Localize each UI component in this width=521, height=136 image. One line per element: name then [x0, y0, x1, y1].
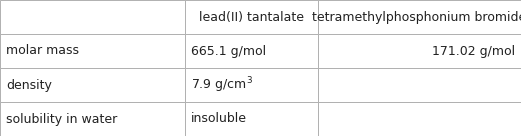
Bar — [185, 34, 318, 68]
Bar — [0, 102, 185, 136]
Text: density: density — [6, 78, 52, 92]
Bar — [185, 68, 318, 102]
Text: molar mass: molar mass — [6, 44, 79, 58]
Bar — [318, 102, 521, 136]
Text: insoluble: insoluble — [191, 112, 247, 126]
Text: solubility in water: solubility in water — [6, 112, 118, 126]
Text: 7.9 g/cm$^3$: 7.9 g/cm$^3$ — [191, 75, 253, 95]
Bar — [318, 34, 521, 68]
Text: lead(II) tantalate: lead(II) tantalate — [199, 10, 304, 24]
Bar — [185, 102, 318, 136]
Bar — [0, 34, 185, 68]
Text: tetramethylphosphonium bromide: tetramethylphosphonium bromide — [312, 10, 521, 24]
Bar — [0, 68, 185, 102]
Bar — [318, 0, 521, 34]
Bar — [0, 0, 185, 34]
Text: 665.1 g/mol: 665.1 g/mol — [191, 44, 266, 58]
Text: 171.02 g/mol: 171.02 g/mol — [431, 44, 515, 58]
Bar — [185, 0, 318, 34]
Bar — [318, 68, 521, 102]
